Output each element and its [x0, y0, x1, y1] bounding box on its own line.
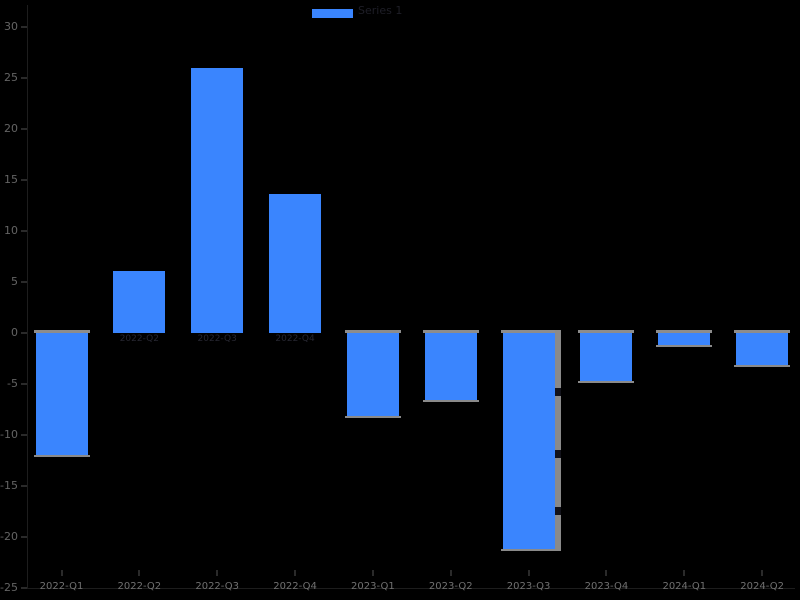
x-tick-mark [605, 570, 608, 576]
y-tick-mark [21, 230, 27, 232]
y-tick-mark [21, 332, 27, 334]
bar-bottom-edge [578, 380, 635, 383]
bar-zero-cap [422, 330, 479, 333]
y-tick-label: 10 [4, 224, 18, 237]
edge-dash-notch [554, 388, 561, 396]
bar-zero-cap [500, 330, 557, 333]
y-tick-label: -15 [0, 479, 18, 492]
y-tick-mark [21, 281, 27, 283]
y-tick-mark [21, 77, 27, 79]
bar [269, 194, 322, 333]
y-tick-label: 20 [4, 122, 18, 135]
x-tick-mark [294, 570, 297, 576]
bar-right-edge [554, 330, 561, 552]
bar-bottom-edge [344, 415, 401, 418]
y-tick-mark [21, 587, 27, 589]
y-tick-label: -20 [0, 530, 18, 543]
y-tick-label: 15 [4, 173, 18, 186]
bar [346, 333, 399, 416]
x-tick-label: 2022-Q2 [117, 581, 162, 592]
y-tick-label: -10 [0, 428, 18, 441]
x-axis-spine [27, 588, 795, 589]
bar [113, 270, 166, 333]
y-tick-mark [21, 485, 27, 487]
bar-zero-cap [344, 330, 401, 333]
y-tick-mark [21, 434, 27, 436]
x-tick-label: 2023-Q3 [506, 581, 551, 592]
zero-line-category-label: 2022-Q4 [275, 334, 315, 344]
y-axis-spine [27, 5, 28, 589]
x-tick-label: 2022-Q1 [39, 581, 84, 592]
x-tick-mark [216, 570, 219, 576]
bar [736, 333, 789, 365]
x-tick-mark [527, 570, 530, 576]
x-tick-mark [683, 570, 686, 576]
x-tick-mark [371, 570, 374, 576]
x-tick-mark [60, 570, 63, 576]
x-tick-mark [138, 570, 141, 576]
bar [502, 333, 555, 550]
x-tick-label: 2023-Q1 [351, 581, 395, 592]
y-tick-mark [21, 128, 27, 130]
x-tick-mark [761, 570, 764, 576]
edge-dash-notch [554, 507, 561, 515]
edge-dash-notch [554, 450, 561, 458]
x-tick-label: 2024-Q1 [662, 581, 707, 592]
x-tick-label: 2024-Q2 [740, 581, 784, 592]
bar-bottom-edge [500, 549, 557, 552]
bar [658, 333, 711, 346]
legend-label: Series 1 [358, 4, 403, 17]
bar [191, 67, 244, 333]
y-tick-label: 5 [11, 275, 18, 288]
y-tick-label: 0 [11, 326, 18, 339]
bar [424, 333, 477, 401]
bar-bottom-edge [33, 455, 90, 458]
bar-bottom-edge [656, 345, 713, 348]
x-tick-label: 2023-Q4 [584, 581, 629, 592]
zero-line-category-label: 2022-Q2 [119, 334, 159, 344]
bar-bottom-edge [422, 400, 479, 403]
y-tick-label: 30 [4, 20, 18, 33]
y-tick-mark [21, 383, 27, 385]
bar-bottom-edge [734, 364, 791, 367]
x-tick-mark [449, 570, 452, 576]
bar [580, 333, 633, 381]
y-tick-mark [21, 26, 27, 28]
x-tick-label: 2023-Q2 [428, 581, 473, 592]
x-tick-label: 2022-Q4 [273, 581, 317, 592]
bar-zero-cap [656, 330, 713, 333]
legend-swatch [312, 9, 353, 18]
y-tick-mark [21, 179, 27, 181]
bar-zero-cap [33, 330, 90, 333]
y-tick-label: 25 [4, 71, 18, 84]
y-tick-mark [21, 536, 27, 538]
zero-line-category-label: 2022-Q3 [197, 334, 237, 344]
bar [35, 333, 88, 456]
bar-zero-cap [578, 330, 635, 333]
bar-zero-cap [734, 330, 791, 333]
x-tick-label: 2022-Q3 [195, 581, 240, 592]
y-tick-label: -5 [7, 377, 18, 390]
y-tick-label: -25 [0, 581, 18, 594]
